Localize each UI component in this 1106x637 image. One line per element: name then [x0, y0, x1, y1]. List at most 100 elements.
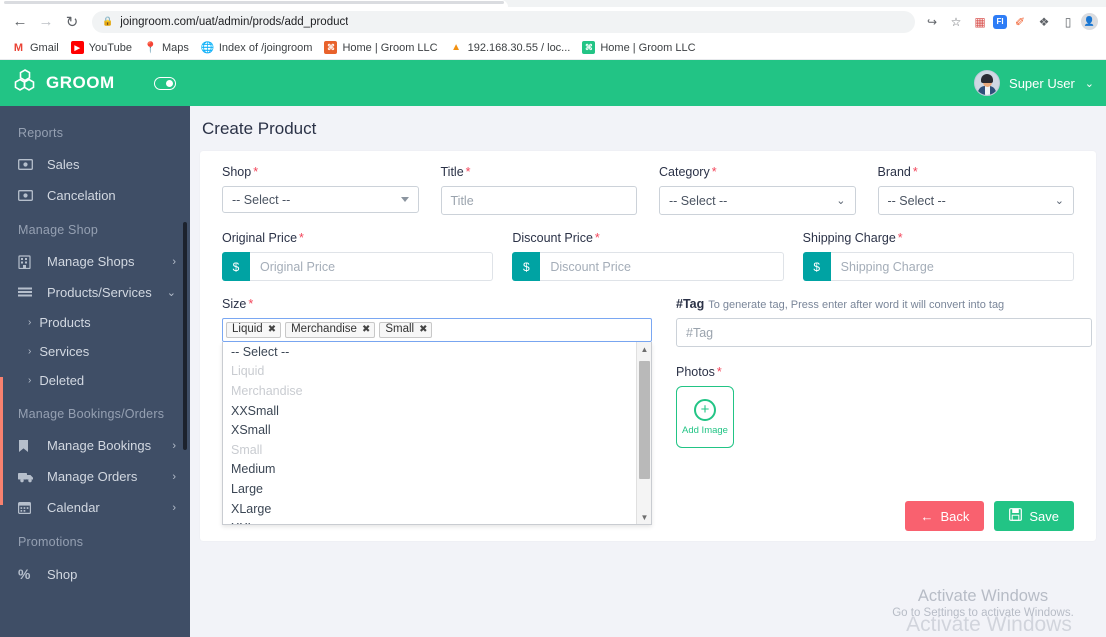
required-marker: *	[711, 165, 717, 179]
size-dropdown-scrollbar[interactable]: ▲ ▼	[636, 342, 651, 524]
field-size: Size * Liquid ✖ Merchandise ✖	[222, 297, 652, 525]
tag-input[interactable]: #Tag	[676, 318, 1092, 347]
sidebar-section-reports: Reports	[18, 126, 64, 140]
size-option-medium[interactable]: Medium	[231, 462, 276, 477]
extension-chrome-icon[interactable]: ▦	[974, 14, 986, 29]
extension-marker-icon[interactable]: ✐	[1014, 14, 1026, 29]
bookmark-youtube[interactable]: ▶ YouTube	[65, 39, 138, 56]
create-product-form: Shop * -- Select -- Title * Title	[200, 151, 1096, 541]
size-option-xsmall[interactable]: XSmall	[231, 423, 271, 438]
size-option-xlarge[interactable]: XLarge	[231, 501, 272, 516]
sidebar-item-sales[interactable]: Sales	[0, 149, 190, 180]
sidebar-scrollbar[interactable]	[183, 222, 187, 450]
extension-fi-icon[interactable]: FI	[993, 14, 1007, 29]
back-button[interactable]: ← Back	[905, 501, 985, 531]
user-menu[interactable]: Super User ⌄	[974, 70, 1094, 96]
watermark-title: Activate Windows	[917, 587, 1049, 605]
discount-price-input[interactable]: Discount Price	[540, 252, 784, 281]
bookmark-label: Gmail	[30, 41, 59, 54]
sidebar-item-products-services[interactable]: Products/Services ⌄	[0, 277, 190, 308]
sidebar-item-manage-shops[interactable]: Manage Shops ›	[0, 246, 190, 277]
bookmark-star-icon[interactable]: ☆	[950, 14, 962, 29]
original-price-input[interactable]: Original Price	[250, 252, 494, 281]
field-title: Title * Title	[440, 165, 637, 215]
size-option-select[interactable]: -- Select --	[231, 344, 290, 359]
chevron-down-icon[interactable]: ⌄	[1084, 77, 1094, 90]
size-dropdown-list[interactable]: -- Select -- Liquid Merchandise XXSmall …	[222, 342, 652, 525]
profile-avatar-icon[interactable]: 👤	[1081, 13, 1098, 30]
toggle-knob	[166, 79, 173, 87]
bookmark-home-groom-llc-2[interactable]: ⌘ Home | Groom LLC	[576, 39, 701, 56]
sidebar-item-products[interactable]: › Products	[0, 308, 190, 337]
sidebar-item-manage-orders[interactable]: Manage Orders ›	[0, 461, 190, 492]
size-option-xxlarge[interactable]: XXLarge	[223, 518, 636, 524]
phpmyadmin-icon: ▲	[449, 41, 463, 54]
scroll-down-icon[interactable]: ▼	[640, 513, 649, 522]
reload-icon[interactable]: ↻	[65, 13, 79, 31]
brand-select[interactable]: -- Select -- ⌄	[877, 186, 1074, 215]
application-root: GROOM Reports Sales Cancelation Mana	[0, 60, 1106, 637]
bookmark-home-groom-llc-1[interactable]: ⌘ Home | Groom LLC	[318, 39, 443, 56]
size-chip-small[interactable]: Small ✖	[379, 322, 433, 338]
share-icon[interactable]: ↪	[926, 14, 938, 29]
back-arrow-icon[interactable]: ←	[12, 13, 28, 30]
bookmark-index-joingroom[interactable]: 🌐 Index of /joingroom	[195, 39, 319, 56]
chevron-down-icon: ⌄	[166, 287, 176, 299]
shop-select[interactable]: -- Select --	[222, 186, 419, 213]
sidebar-section-manage-bookings-orders: Manage Bookings/Orders	[18, 407, 165, 421]
size-chips-box[interactable]: Liquid ✖ Merchandise ✖ Small ✖	[222, 318, 652, 342]
lock-icon: 🔒	[102, 16, 114, 26]
bookmark-phpmyadmin[interactable]: ▲ 192.168.30.55 / loc...	[444, 39, 577, 56]
sidebar-item-manage-bookings[interactable]: Manage Bookings ›	[0, 430, 190, 461]
sidepanel-icon[interactable]: ▯	[1064, 14, 1072, 29]
sidebar-item-shop[interactable]: % Shop	[0, 558, 190, 590]
title-label: Title *	[440, 165, 471, 179]
scrollbar-thumb[interactable]	[639, 361, 650, 479]
close-icon[interactable]: ✖	[361, 324, 371, 335]
forward-arrow-icon[interactable]: →	[38, 13, 54, 30]
address-bar[interactable]: 🔒 joingroom.com/uat/admin/prods/add_prod…	[92, 10, 915, 33]
chip-label: Merchandise	[291, 323, 357, 336]
category-label: Category *	[659, 165, 717, 179]
bookmark-label: Index of /joingroom	[218, 41, 313, 54]
sidebar-item-label: Cancelation	[47, 188, 116, 203]
size-multiselect[interactable]: Liquid ✖ Merchandise ✖ Small ✖	[222, 318, 652, 525]
size-option-xxsmall[interactable]: XXSmall	[231, 403, 279, 418]
save-button[interactable]: Save	[994, 501, 1074, 531]
chevron-right-icon: ›	[172, 439, 176, 452]
size-chip-liquid[interactable]: Liquid ✖	[226, 322, 282, 338]
globe-icon: 🌐	[200, 41, 215, 54]
groom-green-icon: ⌘	[582, 41, 596, 54]
category-select[interactable]: -- Select -- ⌄	[659, 186, 856, 215]
groom-hex-logo-icon	[14, 68, 44, 99]
scroll-up-icon[interactable]: ▲	[640, 345, 649, 354]
sidebar-item-calendar[interactable]: Calendar ›	[0, 492, 190, 523]
sidebar-item-cancelation[interactable]: Cancelation	[0, 180, 190, 211]
chevron-right-icon: ›	[172, 255, 176, 268]
bookmark-maps[interactable]: 📍 Maps	[138, 39, 195, 56]
chevron-right-icon: ›	[172, 470, 176, 483]
sidebar-item-label: Calendar	[47, 500, 100, 515]
top-header-bar: Super User ⌄	[190, 60, 1106, 106]
form-row-3: Size * Liquid ✖ Merchandise ✖	[222, 297, 1092, 525]
size-chip-merchandise[interactable]: Merchandise ✖	[285, 322, 376, 338]
bookmark-gmail[interactable]: M Gmail	[6, 39, 65, 56]
shipping-charge-input[interactable]: Shipping Charge	[830, 252, 1074, 281]
bookmarks-bar: M Gmail ▶ YouTube 📍 Maps 🌐 Index of /joi…	[0, 36, 1106, 60]
title-input[interactable]: Title	[440, 186, 637, 215]
extensions-puzzle-icon[interactable]: ❖	[1038, 14, 1050, 29]
size-option-large[interactable]: Large	[231, 481, 263, 496]
close-icon[interactable]: ✖	[267, 324, 277, 335]
close-icon[interactable]: ✖	[419, 324, 428, 335]
tag-label-text: #Tag	[676, 297, 705, 311]
field-shop: Shop * -- Select --	[222, 165, 419, 215]
bookmark-label: Maps	[161, 41, 189, 54]
add-image-button[interactable]: + Add Image	[676, 386, 734, 448]
sidebar-brand[interactable]: GROOM	[0, 60, 190, 106]
sidebar-item-deleted[interactable]: › Deleted	[0, 366, 190, 395]
sidebar-item-services[interactable]: › Services	[0, 337, 190, 366]
sidebar-collapse-toggle[interactable]	[154, 76, 176, 90]
required-marker: *	[253, 165, 259, 179]
required-marker: *	[299, 231, 304, 245]
browser-tabstrip[interactable]	[0, 0, 1106, 7]
